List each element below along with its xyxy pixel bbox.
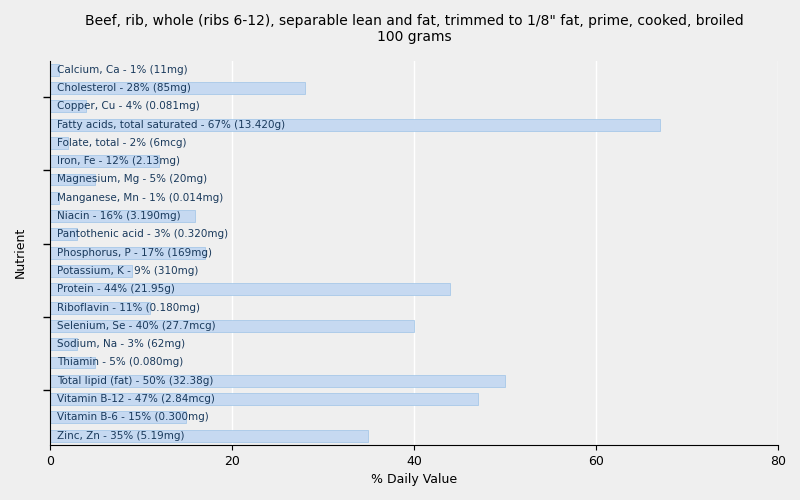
Bar (50, 64, 59, 76)
Text: Folate, total - 2% (6mcg): Folate, total - 2% (6mcg) (57, 138, 186, 148)
Text: Fatty acids, total saturated - 67% (13.420g): Fatty acids, total saturated - 67% (13.4… (57, 120, 286, 130)
Y-axis label: Nutrient: Nutrient (14, 227, 27, 278)
Text: Manganese, Mn - 1% (0.014mg): Manganese, Mn - 1% (0.014mg) (57, 193, 223, 203)
Bar (50, 430, 369, 442)
Text: Vitamin B-6 - 15% (0.300mg): Vitamin B-6 - 15% (0.300mg) (57, 412, 209, 422)
Text: Calcium, Ca - 1% (11mg): Calcium, Ca - 1% (11mg) (57, 64, 188, 74)
Text: Magnesium, Mg - 5% (20mg): Magnesium, Mg - 5% (20mg) (57, 174, 207, 184)
Bar (50, 393, 478, 405)
Text: Potassium, K - 9% (310mg): Potassium, K - 9% (310mg) (57, 266, 198, 276)
Text: Protein - 44% (21.95g): Protein - 44% (21.95g) (57, 284, 175, 294)
Bar (50, 265, 132, 277)
Bar (50, 174, 95, 186)
Text: Phosphorus, P - 17% (169mg): Phosphorus, P - 17% (169mg) (57, 248, 212, 258)
Bar (50, 210, 195, 222)
Text: Pantothenic acid - 3% (0.320mg): Pantothenic acid - 3% (0.320mg) (57, 230, 228, 239)
Bar (50, 412, 186, 424)
Bar (50, 100, 86, 112)
Bar (50, 320, 414, 332)
Bar (50, 338, 77, 350)
Text: Sodium, Na - 3% (62mg): Sodium, Na - 3% (62mg) (57, 339, 186, 349)
Bar (50, 137, 68, 149)
Text: Niacin - 16% (3.190mg): Niacin - 16% (3.190mg) (57, 211, 181, 221)
Text: Iron, Fe - 12% (2.13mg): Iron, Fe - 12% (2.13mg) (57, 156, 180, 166)
Bar (50, 192, 59, 203)
Bar (50, 284, 450, 295)
Text: Riboflavin - 11% (0.180mg): Riboflavin - 11% (0.180mg) (57, 302, 200, 312)
Bar (50, 118, 660, 130)
Text: Copper, Cu - 4% (0.081mg): Copper, Cu - 4% (0.081mg) (57, 102, 200, 112)
Bar (50, 302, 150, 314)
Text: Total lipid (fat) - 50% (32.38g): Total lipid (fat) - 50% (32.38g) (57, 376, 214, 386)
Bar (50, 356, 95, 368)
Text: Thiamin - 5% (0.080mg): Thiamin - 5% (0.080mg) (57, 358, 183, 368)
Title: Beef, rib, whole (ribs 6-12), separable lean and fat, trimmed to 1/8" fat, prime: Beef, rib, whole (ribs 6-12), separable … (85, 14, 743, 44)
Text: Selenium, Se - 40% (27.7mcg): Selenium, Se - 40% (27.7mcg) (57, 321, 216, 331)
Bar (50, 375, 505, 386)
X-axis label: % Daily Value: % Daily Value (371, 473, 457, 486)
Bar (50, 228, 77, 240)
Bar (50, 155, 159, 167)
Text: Vitamin B-12 - 47% (2.84mcg): Vitamin B-12 - 47% (2.84mcg) (57, 394, 215, 404)
Bar (50, 82, 305, 94)
Bar (50, 246, 205, 258)
Text: Cholesterol - 28% (85mg): Cholesterol - 28% (85mg) (57, 83, 191, 93)
Text: Zinc, Zn - 35% (5.19mg): Zinc, Zn - 35% (5.19mg) (57, 430, 185, 440)
